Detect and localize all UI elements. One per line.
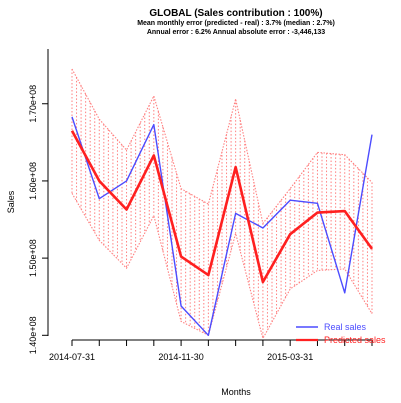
y-tick-label: 1.70e+08: [28, 85, 38, 123]
chart-legend: Real sales Predicted sales: [296, 322, 386, 345]
x-tick-label: 2014-07-31: [49, 352, 95, 362]
y-tick-label: 1.40e+08: [28, 316, 38, 354]
y-tick-label: 1.50e+08: [28, 239, 38, 277]
predicted-sales-line: [70, 130, 374, 284]
x-tick-label: 2014-11-30: [158, 352, 203, 362]
prediction-band-hatch: [71, 69, 373, 339]
x-axis-label: Months: [221, 387, 251, 397]
chart-subtitle-2: Annual error : 6.2% Annual absolute erro…: [147, 29, 325, 36]
legend-label: Predicted sales: [324, 335, 386, 345]
prediction-band-upper: [71, 68, 373, 225]
real-sales-line: [71, 116, 373, 336]
chart-subtitle-1: Mean monthly error (predicted - real) : …: [137, 20, 335, 27]
x-axis-ticks: 2014-07-31 2014-11-30 2015-03-31: [49, 340, 373, 362]
x-tick-label: 2015-03-31: [267, 352, 313, 362]
prediction-band-lower: [71, 193, 373, 340]
y-axis-label: Sales: [6, 190, 16, 213]
y-axis-ticks: 1.40e+08 1.50e+08 1.60e+08 1.70e+08: [28, 85, 48, 354]
y-tick-label: 1.60e+08: [28, 162, 38, 200]
legend-label: Real sales: [324, 322, 367, 332]
plot-area: [70, 68, 374, 340]
chart-title: GLOBAL (Sales contribution : 100%): [149, 8, 322, 19]
